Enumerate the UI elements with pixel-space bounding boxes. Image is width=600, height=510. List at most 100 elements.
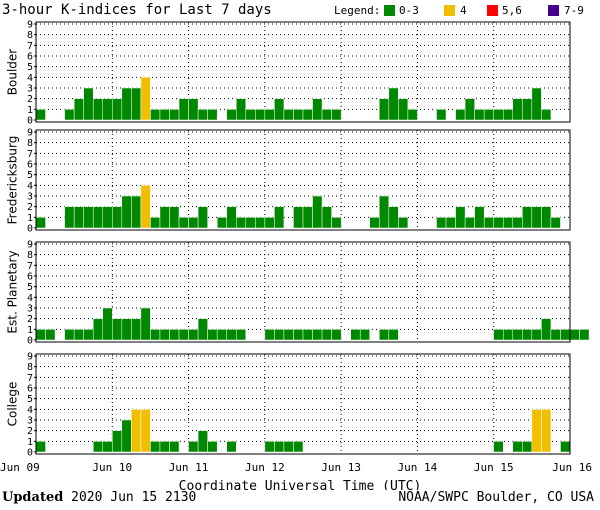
y-tick-label: 4	[27, 73, 33, 84]
y-tick-label: 2	[27, 314, 33, 325]
k-index-bar	[236, 329, 247, 341]
k-index-bar	[112, 98, 123, 121]
k-index-bar	[169, 109, 180, 121]
k-index-bar	[188, 441, 199, 453]
k-index-bar	[83, 329, 94, 341]
panels: 0123456789Boulder0123456789Fredericksbur…	[6, 20, 590, 459]
k-index-bar	[293, 109, 304, 121]
k-index-bar	[398, 217, 409, 229]
y-tick-label: 4	[27, 293, 33, 304]
k-index-bar	[64, 109, 75, 121]
k-index-bar	[560, 329, 571, 341]
k-index-bar	[388, 329, 399, 341]
y-tick-label: 5	[27, 62, 33, 73]
updated-label: Updated	[2, 490, 64, 505]
date-tick-label: Jun 15	[474, 461, 514, 474]
y-tick-label: 6	[27, 272, 33, 283]
k-index-chart: 3-hour K-indices for Last 7 days Legend:…	[0, 2, 592, 490]
k-index-bar	[522, 329, 533, 341]
k-index-bar	[264, 441, 275, 453]
legend-item-0-3: 0-3	[399, 4, 419, 17]
panel-label: College	[6, 382, 20, 427]
y-tick-label: 7	[27, 373, 33, 384]
k-index-bar	[283, 329, 294, 341]
y-tick-label: 6	[27, 52, 33, 63]
y-tick-label: 1	[27, 437, 33, 448]
date-tick-label: Jun 11	[169, 461, 209, 474]
legend-item-7-9: 7-9	[564, 4, 584, 17]
y-tick-label: 9	[27, 20, 33, 31]
k-index-bar	[178, 329, 189, 341]
k-index-bar	[379, 195, 390, 229]
k-index-bar	[112, 206, 123, 229]
y-tick-label: 1	[27, 105, 33, 116]
k-index-bar	[150, 217, 161, 229]
y-tick-label: 3	[27, 84, 33, 95]
y-tick-label: 8	[27, 138, 33, 149]
k-index-bar	[522, 98, 533, 121]
k-index-bar	[550, 329, 561, 341]
k-index-bar	[131, 318, 142, 341]
k-index-bar	[359, 329, 371, 341]
k-index-bar	[512, 98, 523, 121]
y-tick-label: 7	[27, 149, 33, 160]
y-tick-label: 4	[27, 405, 33, 416]
legend-item-5-6: 5,6	[502, 4, 522, 17]
k-index-bar	[531, 329, 542, 341]
k-index-bar	[255, 217, 266, 229]
k-index-bar	[64, 329, 75, 341]
date-tick-label: Jun 13	[321, 461, 361, 474]
k-index-bar	[35, 329, 46, 341]
k-index-bar	[73, 329, 84, 341]
k-index-bar	[474, 109, 485, 121]
k-index-bar	[188, 329, 199, 341]
k-index-bar	[83, 206, 94, 229]
k-index-bar	[503, 329, 514, 341]
k-index-bar	[73, 98, 84, 121]
k-index-bar	[293, 206, 304, 229]
y-tick-label: 9	[27, 128, 33, 139]
y-tick-label: 5	[27, 170, 33, 181]
y-tick-label: 3	[27, 192, 33, 203]
k-index-bar	[579, 329, 590, 341]
k-index-bar	[121, 195, 132, 229]
y-tick-label: 8	[27, 362, 33, 373]
k-index-bar	[188, 98, 199, 121]
k-index-bar	[188, 217, 199, 229]
k-index-bar	[302, 329, 313, 341]
k-index-bar	[312, 329, 323, 341]
k-index-bar	[302, 206, 313, 229]
y-tick-label: 3	[27, 304, 33, 315]
k-index-bar	[150, 109, 161, 121]
k-index-bar	[83, 87, 94, 121]
k-index-bar	[464, 98, 475, 121]
k-index-bar	[388, 206, 399, 229]
y-tick-label: 5	[27, 394, 33, 405]
k-index-bar	[140, 77, 151, 121]
k-index-bar	[283, 109, 294, 121]
y-tick-label: 3	[27, 416, 33, 427]
k-index-bar	[226, 109, 237, 121]
k-index-bar	[255, 109, 266, 121]
y-tick-label: 7	[27, 41, 33, 52]
k-index-bar	[331, 217, 342, 229]
k-index-bar	[140, 185, 151, 229]
k-index-bar	[369, 217, 380, 229]
k-index-bar	[493, 441, 504, 453]
k-index-bar	[493, 217, 504, 229]
k-index-bar	[302, 109, 313, 121]
k-index-bar	[197, 430, 208, 453]
k-index-bar	[102, 206, 113, 229]
y-tick-label: 8	[27, 250, 33, 261]
k-index-bar	[169, 206, 180, 229]
legend-label: Legend:	[334, 4, 380, 17]
x-axis-label: Coordinate Universal Time (UTC)	[179, 479, 422, 490]
k-index-bar	[550, 217, 561, 229]
k-index-bar	[483, 109, 494, 121]
k-index-bar	[35, 217, 46, 229]
y-tick-label: 7	[27, 261, 33, 272]
y-tick-label: 0	[27, 448, 33, 459]
